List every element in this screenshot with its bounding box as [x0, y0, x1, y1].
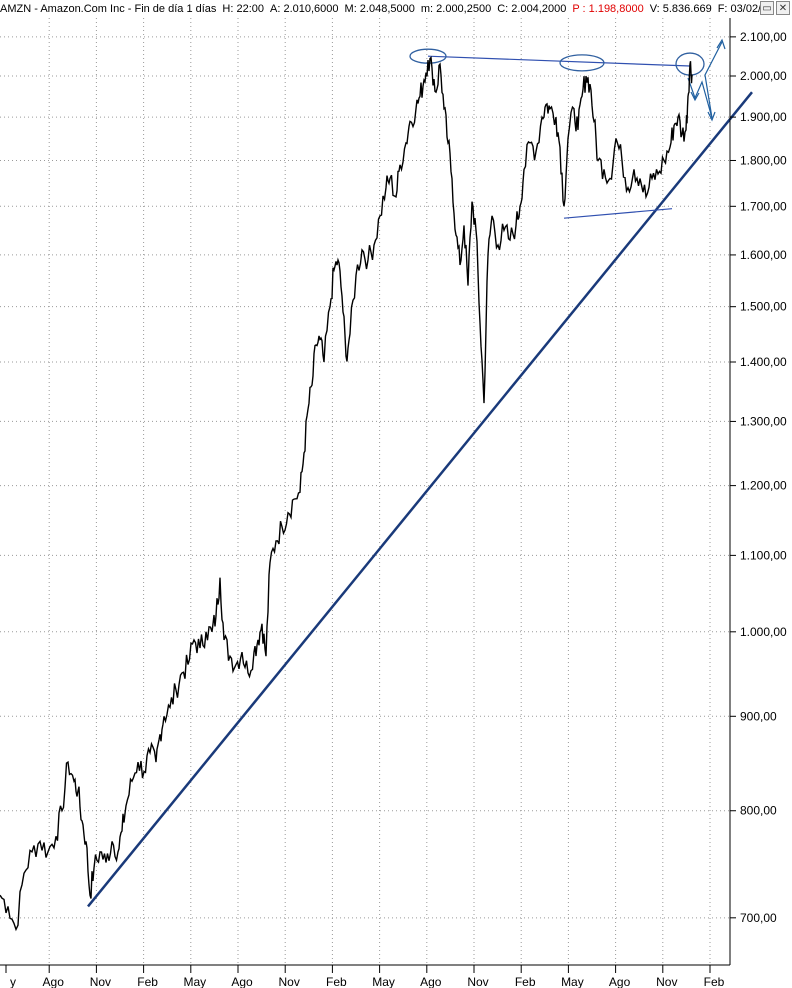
resistance-line	[427, 55, 691, 67]
y-tick-label: 2.100,00	[740, 30, 787, 44]
peak-ellipse	[559, 54, 605, 72]
date-label: F: 03/02/	[717, 3, 762, 15]
y-tick-label: 1.300,00	[740, 414, 787, 428]
maximize-icon[interactable]: ▭	[760, 1, 774, 15]
x-tick-label: May	[183, 975, 206, 988]
volume-label: V: 5.836.669	[649, 3, 712, 15]
y-tick-label: 1.100,00	[740, 548, 787, 562]
x-tick-label: Nov	[467, 975, 488, 988]
uptrend-line	[87, 91, 753, 908]
close-icon[interactable]: ✕	[776, 1, 790, 15]
arrow-head	[690, 91, 700, 102]
p-label: P : 1.198,8000	[572, 3, 644, 15]
symbol-label: AMZN - Amazon.Com Inc - Fin de día 1 día…	[0, 3, 217, 15]
x-tick-label: Feb	[326, 975, 347, 988]
support-line	[563, 208, 673, 219]
x-tick-label: y	[10, 975, 16, 988]
y-tick-label: 1.600,00	[740, 248, 787, 262]
y-tick-label: 700,00	[740, 911, 777, 925]
x-tick-label: Nov	[90, 975, 111, 988]
close-label: C: 2.004,2000	[497, 3, 567, 15]
x-tick-label: Feb	[704, 975, 725, 988]
y-tick-label: 800,00	[740, 804, 777, 818]
hour-label: H: 22:00	[222, 3, 265, 15]
y-tick-label: 2.000,00	[740, 69, 787, 83]
arrow-head	[707, 111, 716, 122]
y-tick-label: 1.900,00	[740, 110, 787, 124]
chart-grid	[0, 18, 730, 965]
y-tick-label: 900,00	[740, 709, 777, 723]
x-tick-label: Ago	[43, 975, 65, 988]
x-tick-label: Feb	[515, 975, 536, 988]
y-tick-label: 1.200,00	[740, 479, 787, 493]
projection-arrow	[687, 41, 723, 119]
x-tick-label: Ago	[231, 975, 253, 988]
high-label: M: 2.048,5000	[344, 3, 415, 15]
arrow-head	[716, 38, 726, 50]
y-tick-label: 1.000,00	[740, 625, 787, 639]
low-label: m: 2.000,2500	[420, 3, 492, 15]
window-buttons: ▭ ✕	[760, 1, 790, 15]
x-tick-label: Ago	[420, 975, 442, 988]
x-tick-label: May	[372, 975, 395, 988]
x-tick-label: Nov	[279, 975, 300, 988]
y-tick-label: 1.700,00	[740, 199, 787, 213]
y-tick-label: 1.800,00	[740, 153, 787, 167]
open-label: A: 2.010,6000	[270, 3, 339, 15]
x-axis-ticks: y Ago Nov Feb May Ago Nov Feb May Ago Nov Feb May Ago…	[0, 18, 731, 988]
chart-annotations	[87, 38, 753, 908]
x-tick-label: May	[561, 975, 584, 988]
chart-header: AMZN - Amazon.Com Inc - Fin de día 1 día…	[0, 0, 792, 18]
x-tick-label: Nov	[656, 975, 677, 988]
x-tick-label: Ago	[609, 975, 631, 988]
price-series-line	[0, 56, 693, 932]
y-tick-label: 1.400,00	[740, 355, 787, 369]
y-tick-label: 1.500,00	[740, 300, 787, 314]
x-tick-label: Feb	[137, 975, 158, 988]
y-axis-ticks: 700,00 800,00 900,00 1.000,00 1.100,00 1.200,…	[730, 30, 787, 925]
